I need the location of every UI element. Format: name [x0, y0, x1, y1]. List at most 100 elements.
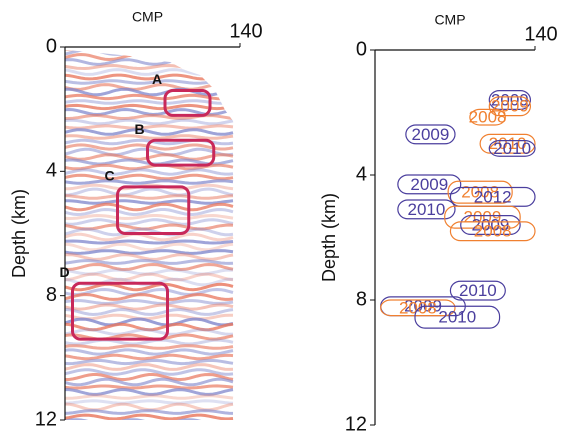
seismic-stripe [65, 168, 234, 176]
seismic-stripe [65, 313, 234, 321]
seismic-stripe [65, 368, 234, 376]
seismic-stripe [65, 272, 234, 282]
seismic-stripe [65, 307, 234, 317]
year-box [479, 133, 536, 154]
seismic-stripe [65, 303, 234, 311]
annotation-label: A [152, 71, 162, 87]
seismic-stripe [65, 134, 234, 140]
seismic-stripe [65, 113, 234, 121]
year-box [380, 299, 456, 317]
y-tick-label: 4 [46, 160, 57, 182]
seismic-stripe [65, 207, 234, 217]
y-axis-label: Depth (km) [319, 193, 339, 282]
year-box [449, 221, 536, 242]
seismic-stripe [65, 322, 234, 332]
seismic-stripe [65, 239, 234, 245]
seismic-stripe [65, 292, 234, 301]
year-box [488, 90, 532, 110]
seismic-stripe [65, 418, 202, 420]
seismic-stripe [65, 199, 234, 205]
seismic-stripe [65, 83, 234, 91]
seismic-stripe [65, 317, 234, 327]
seismic-stripe [65, 282, 234, 292]
y-tick-label: 12 [345, 413, 367, 433]
y-tick-label: 12 [35, 408, 57, 430]
seismic-stripe [65, 402, 234, 412]
seismic-stripe [65, 413, 234, 420]
seismic-stripe [65, 384, 234, 390]
seismic-stripe [65, 262, 234, 272]
y-tick-label: 8 [46, 284, 57, 306]
seismic-stripe [65, 227, 234, 237]
year-box [447, 180, 513, 204]
seismic-stripe [65, 388, 234, 396]
seismic-stripe [65, 128, 234, 136]
year-label: 2008 [469, 108, 507, 127]
seismic-stripe [65, 218, 234, 226]
seismic-stripe [65, 173, 234, 181]
year-label: 2010 [493, 139, 531, 158]
seismic-stripe [65, 187, 234, 197]
seismic-stripe [65, 93, 234, 101]
seismic-stripe [65, 242, 234, 252]
year-label: 2010 [459, 281, 497, 300]
year-label: 2010 [438, 308, 476, 327]
seismic-stripe [65, 223, 234, 231]
x-tick-label: 140 [229, 20, 262, 42]
y-tick-label: 0 [356, 38, 367, 60]
seismic-stripe [65, 163, 234, 171]
seismic-stripe [65, 103, 234, 111]
y-tick-label: 4 [356, 163, 367, 185]
year-box [488, 140, 536, 157]
seismic-stripe [65, 87, 234, 97]
year-label: 2010 [489, 134, 527, 153]
x-axis-label: CMP [434, 12, 465, 28]
year-label: 2009 [410, 175, 448, 194]
seismic-stripe [65, 298, 234, 306]
seismic-stripe [65, 79, 234, 85]
year-label: 2008 [399, 298, 437, 317]
annotation-box [116, 185, 191, 235]
year-box [397, 199, 456, 220]
seismic-stripe [65, 353, 234, 361]
seismic-stripe [65, 363, 234, 371]
year-box [397, 174, 462, 195]
seismic-stripe [65, 194, 234, 200]
seismic-stripe [65, 202, 234, 212]
year-label: 2008 [474, 222, 512, 241]
seismic-stripe [65, 253, 234, 261]
seismic-stripe [65, 268, 234, 276]
seismic-stripe [65, 377, 234, 387]
annotation-box [163, 89, 212, 117]
annotation-box [146, 138, 216, 167]
year-label: 2009 [412, 125, 450, 144]
seismic-mask [65, 47, 235, 124]
seismic-stripe [65, 399, 234, 405]
seismic-stripe [65, 287, 234, 297]
y-tick-label: 8 [356, 288, 367, 310]
year-box [414, 305, 501, 329]
seismic-stripe [65, 409, 234, 415]
y-axis-label: Depth (km) [9, 189, 29, 278]
seismic-stripe [65, 358, 234, 366]
annotation-label: D [59, 264, 69, 280]
seismic-stripe [65, 118, 234, 126]
year-label: 2009 [491, 90, 529, 109]
year-box [488, 96, 532, 117]
seismic-stripe [65, 179, 234, 185]
seismic-stripe [65, 183, 234, 191]
year-label: 2010 [408, 200, 446, 219]
seismic-stripe [65, 213, 234, 221]
year-box [469, 108, 506, 126]
year-box [460, 215, 521, 235]
year-label: 2009 [472, 215, 510, 234]
annotation-label: B [134, 121, 144, 137]
seismic-stripe [65, 348, 234, 356]
annotation-box [71, 281, 169, 341]
year-box [444, 205, 521, 229]
year-box [449, 280, 506, 301]
year-label: 2012 [474, 187, 512, 206]
year-box [405, 124, 456, 145]
seismic-stripe [65, 394, 234, 400]
